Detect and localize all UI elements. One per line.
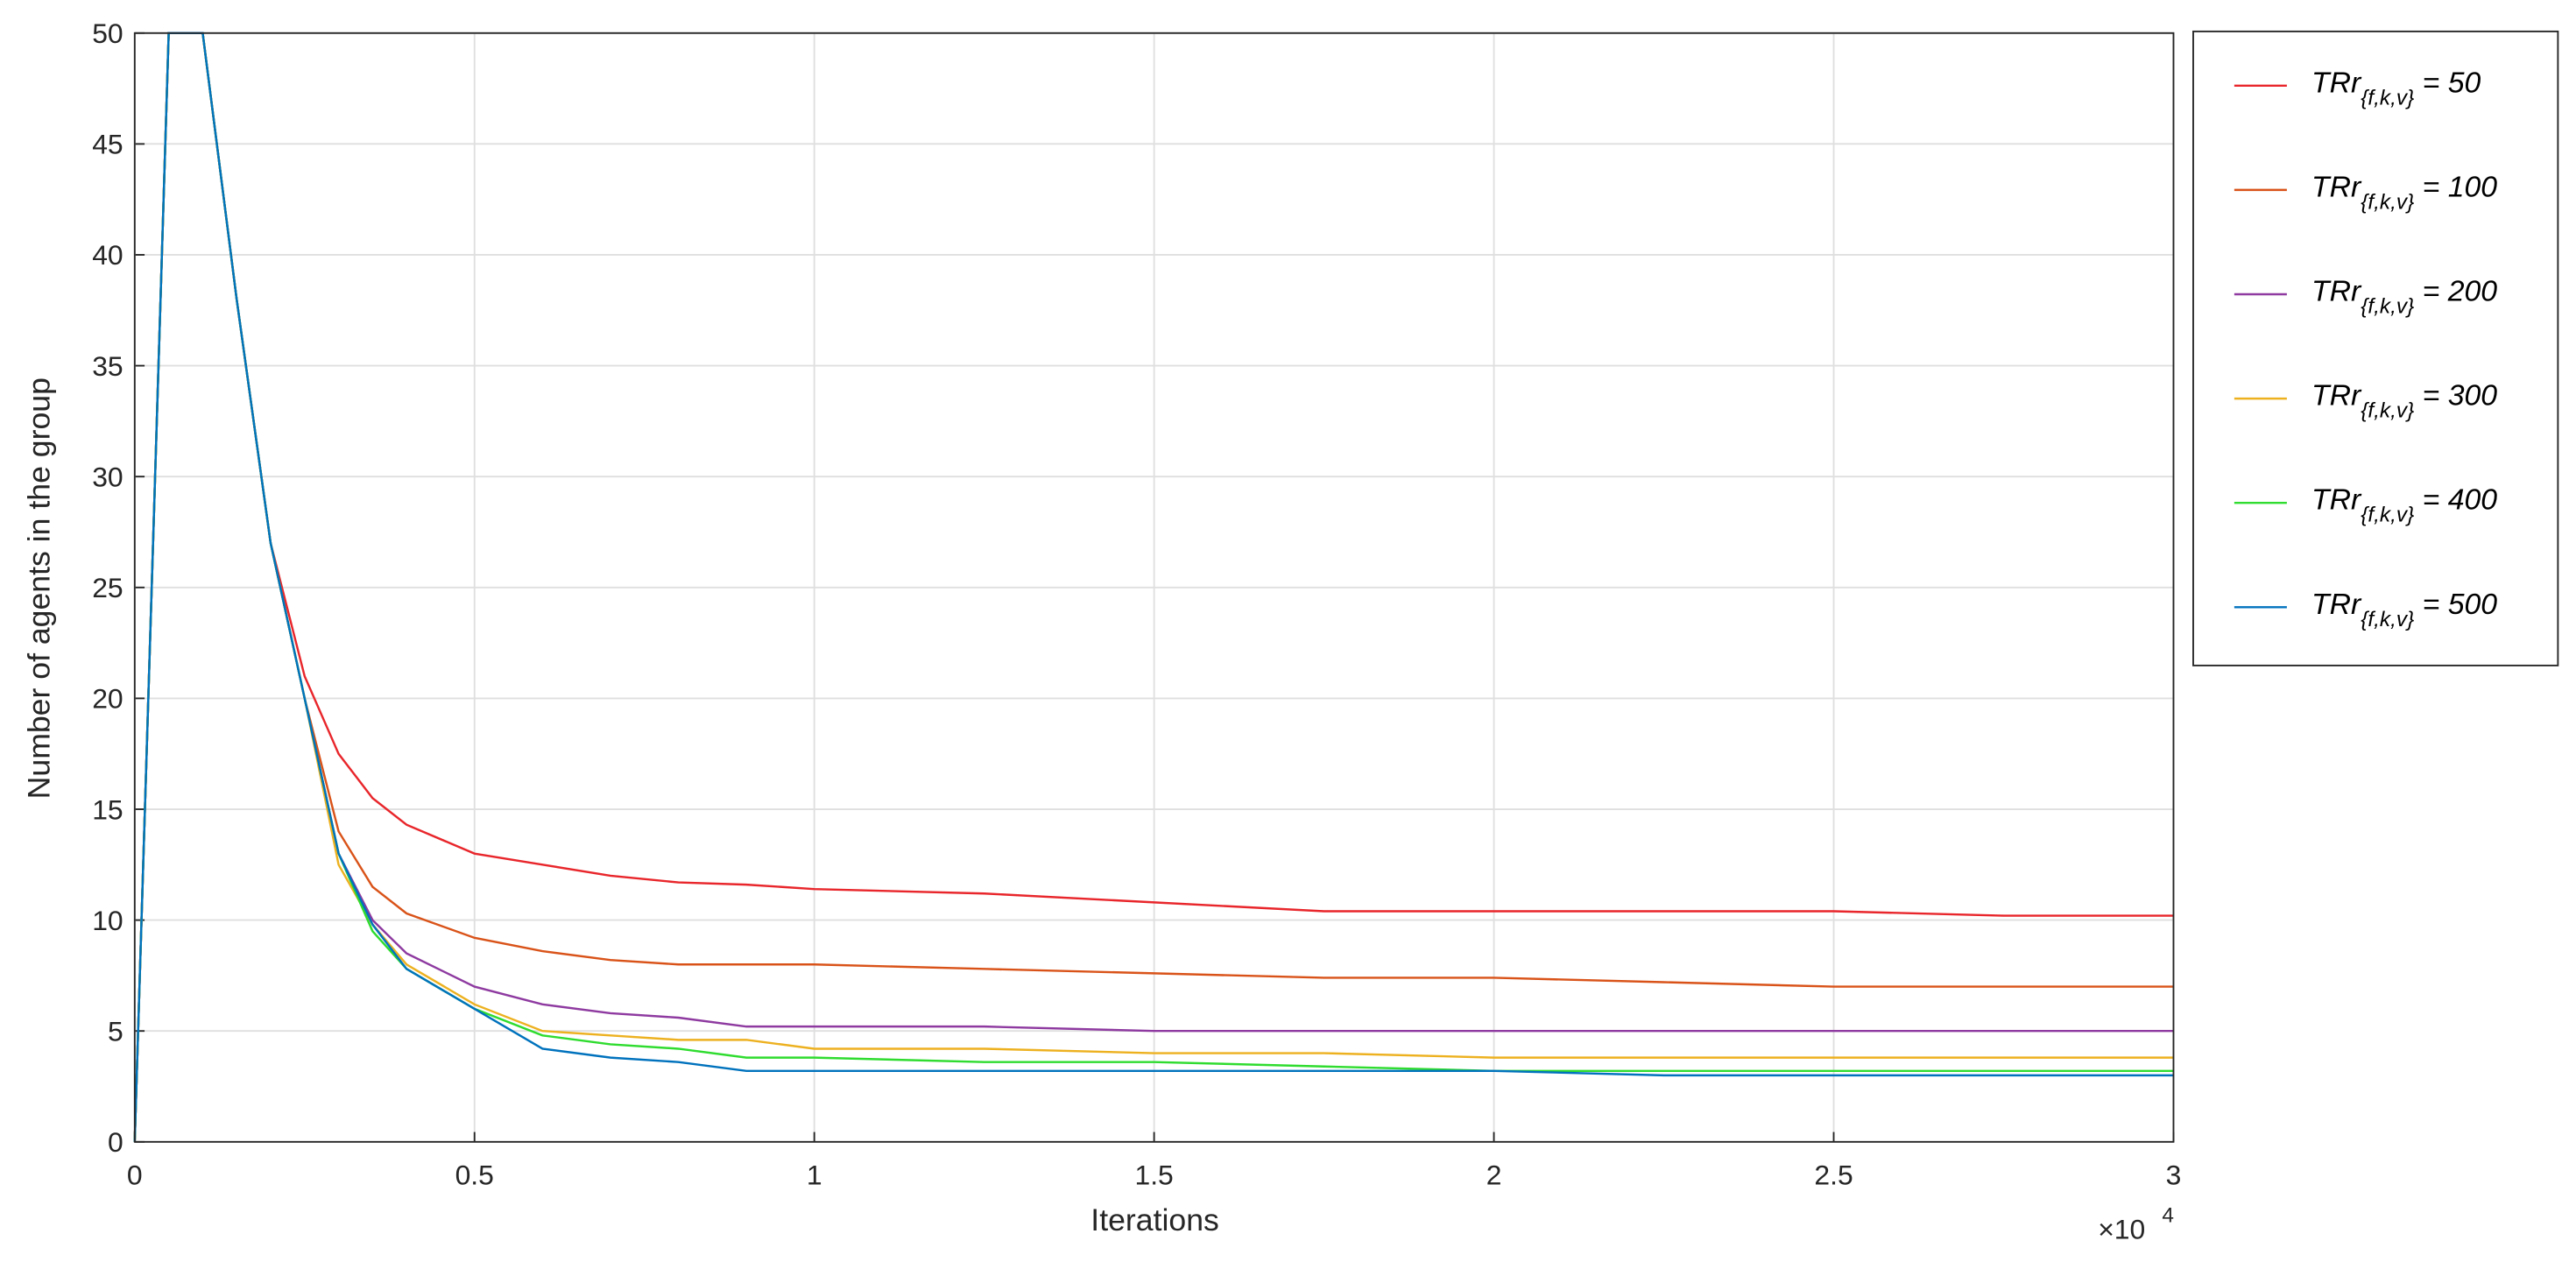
y-axis-label: Number of agents in the group (21, 377, 56, 799)
y-tick-label: 15 (92, 793, 123, 825)
legend-label: TRr{f,k,v} = 200 (2311, 274, 2497, 318)
legend-label: TRr{f,k,v} = 100 (2311, 170, 2497, 214)
y-tick-label: 25 (92, 572, 123, 603)
y-tick-label: 40 (92, 239, 123, 271)
x-tick-label: 0 (127, 1160, 143, 1191)
x-tick-label: 1.5 (1134, 1160, 1173, 1191)
y-tick-label: 35 (92, 350, 123, 382)
y-tick-label: 0 (108, 1126, 124, 1158)
y-tick-label: 45 (92, 129, 123, 160)
x-multiplier-exponent: 4 (2162, 1204, 2174, 1228)
x-tick-label: 3 (2166, 1160, 2182, 1191)
y-tick-label: 5 (108, 1015, 124, 1047)
legend-label: TRr{f,k,v} = 50 (2311, 66, 2481, 109)
legend-label: TRr{f,k,v} = 300 (2311, 379, 2497, 423)
legend-box (2192, 30, 2559, 666)
x-tick-label: 0.5 (455, 1160, 494, 1191)
x-axis-label: Iterations (1090, 1202, 1219, 1237)
x-tick-label: 1 (807, 1160, 822, 1191)
y-tick-label: 30 (92, 461, 123, 492)
y-tick-label: 50 (92, 18, 123, 49)
x-multiplier: ×10 (2098, 1213, 2145, 1244)
series-line (133, 32, 2174, 1142)
x-tick-label: 2.5 (1814, 1160, 1853, 1191)
y-tick-label: 20 (92, 683, 123, 715)
y-tick-label: 10 (92, 905, 123, 936)
x-tick-label: 2 (1486, 1160, 1502, 1191)
plot-frame (133, 32, 2175, 1143)
legend-label: TRr{f,k,v} = 500 (2311, 588, 2497, 631)
legend-label: TRr{f,k,v} = 400 (2311, 483, 2497, 526)
